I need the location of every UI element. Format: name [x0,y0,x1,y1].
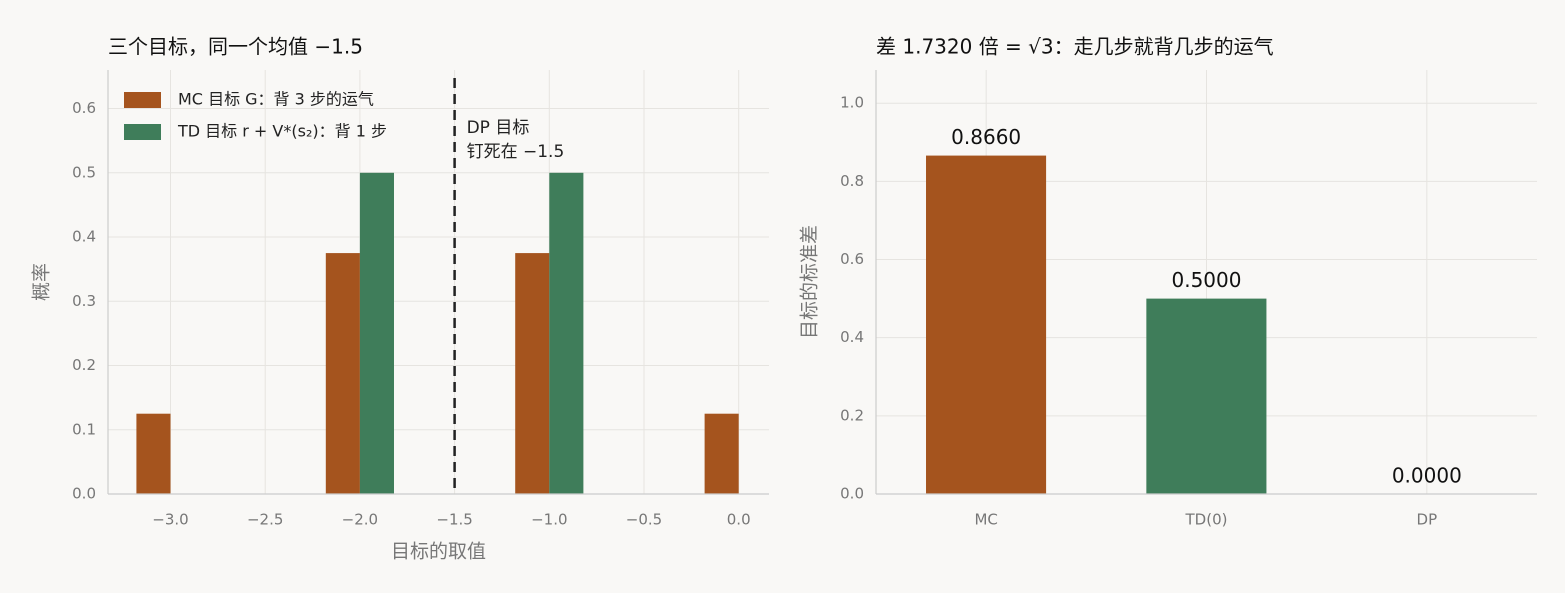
bar [549,172,584,494]
y-axis-label: 目标的标准差 [799,225,821,339]
legend-swatch [124,92,161,108]
x-tick-label: −2.0 [342,511,378,529]
value-label: 0.5000 [1172,268,1242,292]
annotation: 钉死在 −1.5 [467,142,565,162]
legend-swatch [124,124,161,140]
bar [325,253,360,494]
bar [926,155,1047,494]
y-tick-label: 0.2 [840,406,864,424]
legend-label: TD 目标 r + V*(s₂)：背 1 步 [177,122,387,141]
x-axis-label: 目标的取值 [391,541,486,563]
chart-title: 差 1.7320 倍 = √3：走几步就背几步的运气 [876,35,1274,59]
x-tick-label: −2.5 [247,511,283,529]
bar [1146,298,1267,494]
y-tick-label: 0.1 [72,420,96,438]
y-tick-label: 0.4 [72,228,96,246]
bar [515,253,550,494]
value-label: 0.0000 [1392,464,1462,488]
y-tick-label: 0.0 [840,485,864,503]
x-tick-label: −1.0 [531,511,567,529]
bar [136,413,171,494]
bar [704,413,739,494]
x-tick-label: −3.0 [152,511,188,529]
annotation: DP 目标 [467,118,530,138]
y-tick-label: 0.4 [840,328,864,346]
y-tick-label: 0.8 [840,172,864,190]
x-tick-label: 0.0 [727,511,751,529]
value-label: 0.8660 [951,125,1021,149]
chart-title: 三个目标，同一个均值 −1.5 [108,35,363,59]
legend-label: MC 目标 G：背 3 步的运气 [178,90,374,109]
y-axis-label: 概率 [31,263,53,301]
y-tick-label: 0.2 [72,356,96,374]
y-tick-label: 1.0 [840,94,864,112]
y-tick-label: 0.3 [72,292,96,310]
y-tick-label: 0.6 [72,99,96,117]
y-tick-label: 0.5 [72,163,96,181]
y-tick-label: 0.0 [72,485,96,503]
y-tick-label: 0.6 [840,250,864,268]
x-tick-label: MC [974,511,997,529]
x-tick-label: TD(0) [1185,511,1228,529]
bar [359,172,394,494]
x-tick-label: DP [1417,511,1438,529]
x-tick-label: −0.5 [626,511,662,529]
x-tick-label: −1.5 [436,511,472,529]
